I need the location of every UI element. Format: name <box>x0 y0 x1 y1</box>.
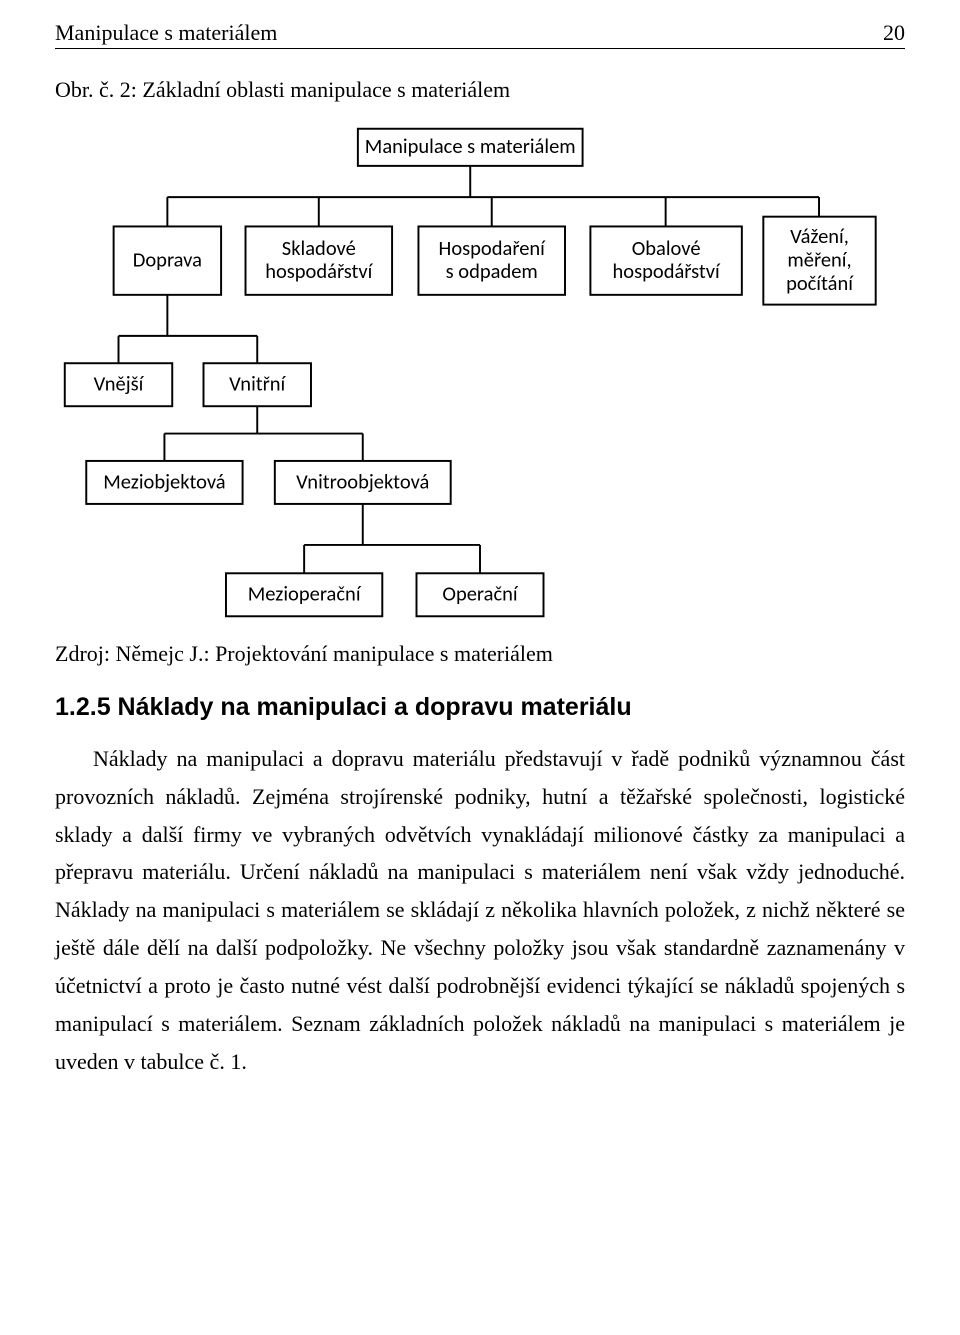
body-paragraph: Náklady na manipulaci a dopravu materiál… <box>55 740 905 1080</box>
running-title: Manipulace s materiálem <box>55 20 277 46</box>
figure-source: Zdroj: Němejc J.: Projektování manipulac… <box>55 641 905 667</box>
svg-text:Manipulace s materiálem: Manipulace s materiálem <box>365 133 576 159</box>
svg-text:Operační: Operační <box>442 581 519 607</box>
svg-text:Vážení,: Vážení, <box>790 223 849 249</box>
figure-caption: Obr. č. 2: Základní oblasti manipulace s… <box>55 77 905 103</box>
diagram-container: Manipulace s materiálemDopravaSkladového… <box>55 113 905 633</box>
page-container: Manipulace s materiálem 20 Obr. č. 2: Zá… <box>0 0 960 1335</box>
svg-text:počítání: počítání <box>786 270 854 296</box>
section-heading: 1.2.5 Náklady na manipulaci a dopravu ma… <box>55 693 905 722</box>
svg-text:Vnější: Vnější <box>94 371 145 397</box>
svg-text:hospodářství: hospodářství <box>613 258 721 284</box>
page-header: Manipulace s materiálem 20 <box>55 20 905 49</box>
svg-text:Meziobjektová: Meziobjektová <box>103 468 225 494</box>
svg-text:Doprava: Doprava <box>133 247 202 273</box>
svg-text:Skladové: Skladové <box>282 235 356 261</box>
svg-text:hospodářství: hospodářství <box>265 258 373 284</box>
svg-text:Obalové: Obalové <box>632 235 701 261</box>
svg-text:Vnitroobjektová: Vnitroobjektová <box>296 468 429 494</box>
svg-text:Mezioperační: Mezioperační <box>248 581 362 607</box>
svg-text:Hospodaření: Hospodaření <box>439 235 547 261</box>
tree-diagram: Manipulace s materiálemDopravaSkladového… <box>55 113 905 633</box>
svg-text:měření,: měření, <box>787 247 851 273</box>
svg-text:Vnitřní: Vnitřní <box>229 371 286 397</box>
svg-text:s odpadem: s odpadem <box>446 258 538 284</box>
page-number: 20 <box>883 20 905 46</box>
